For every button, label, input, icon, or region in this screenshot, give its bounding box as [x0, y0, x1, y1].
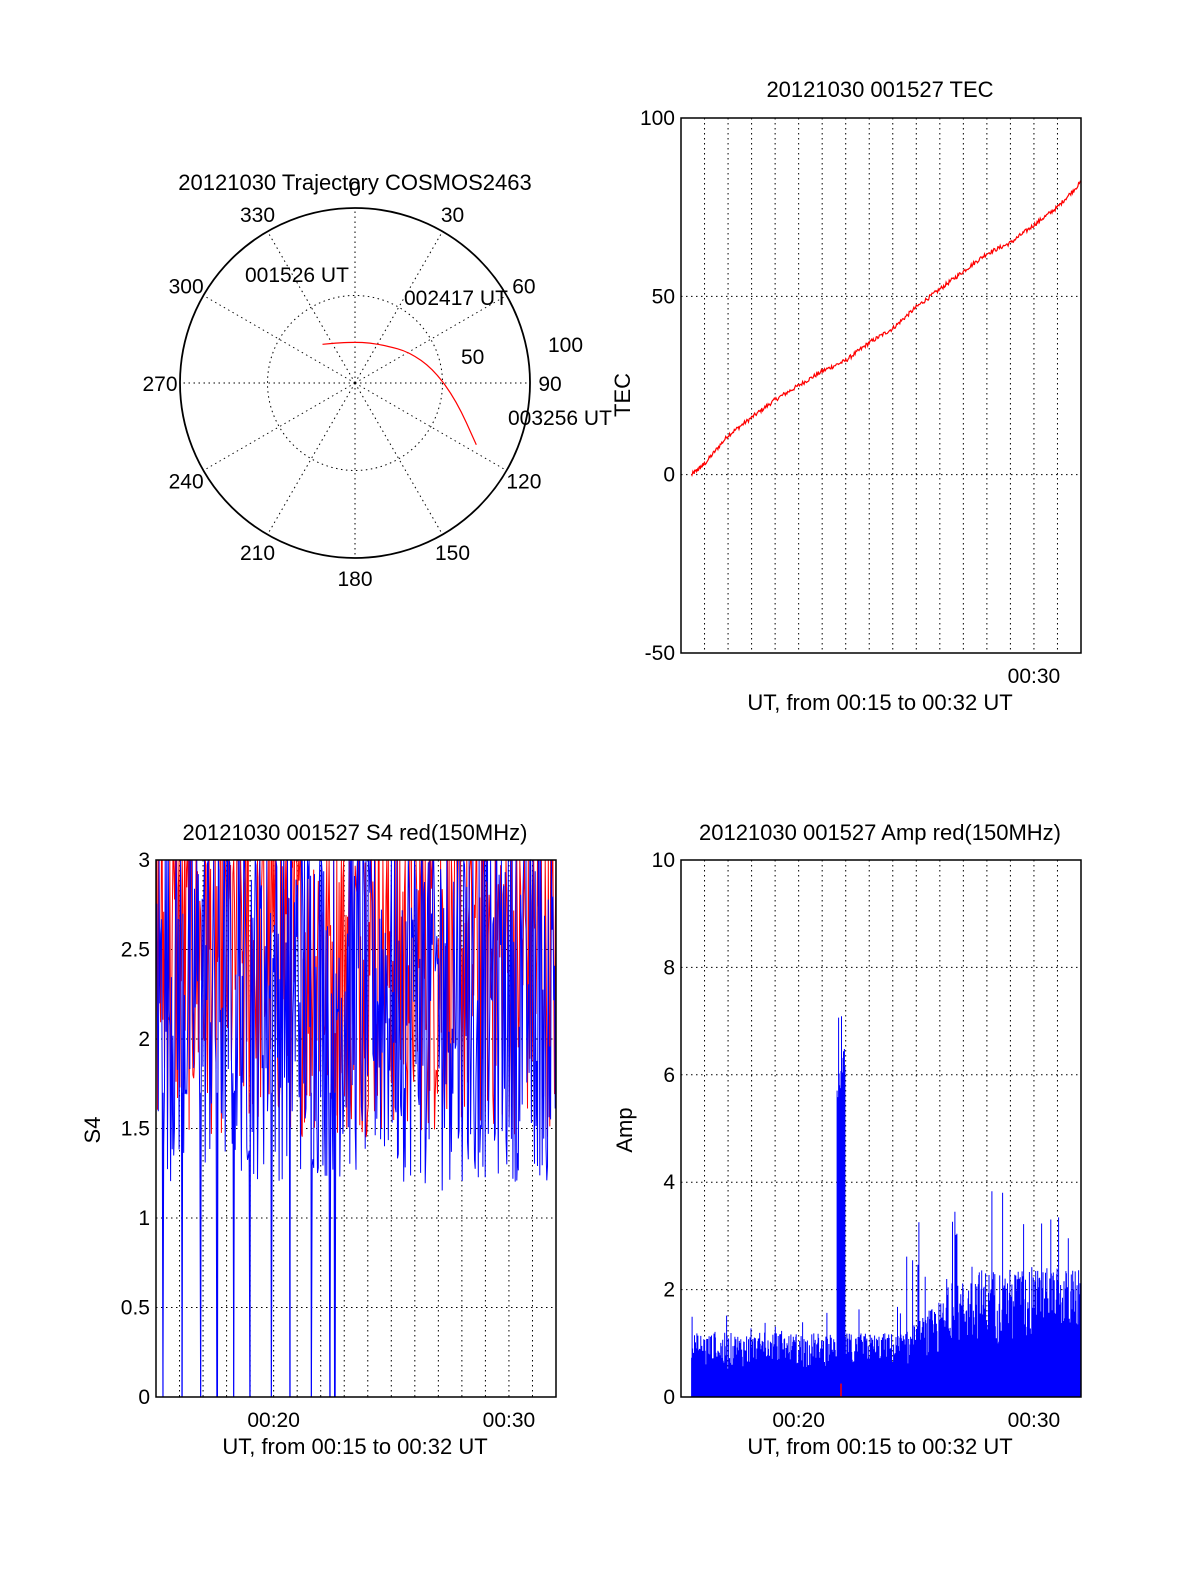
amp-title: 20121030 001527 Amp red(150MHz) [699, 820, 1061, 845]
track-mid-label: 002417 UT [404, 287, 508, 310]
s4-blue-series-line [155, 859, 557, 1398]
polar-spoke-300 [203, 295, 356, 384]
s4-xtick-label: 00:20 [247, 1409, 300, 1432]
azimuth-label-180: 180 [337, 568, 372, 591]
polar-spoke-30 [354, 231, 443, 384]
s4-y-axis-label: S4 [80, 1117, 105, 1144]
elevation-label-50: 50 [461, 346, 484, 369]
azimuth-label-300: 300 [169, 276, 204, 299]
s4-plot-frame [155, 859, 557, 1398]
track-end-label: 003256 UT [508, 407, 612, 430]
amp-ytick-label: 10 [652, 849, 675, 872]
s4-series [155, 859, 557, 1398]
polar-spoke-120 [354, 382, 507, 471]
amp-ytick-label: 0 [663, 1386, 675, 1409]
tec-x-axis-label: UT, from 00:15 to 00:32 UT [747, 690, 1012, 715]
azimuth-label-210: 210 [240, 542, 275, 565]
tec-ytick-label: -50 [645, 642, 675, 665]
amp-ytick-label: 8 [663, 956, 675, 979]
elevation-label-100: 100 [548, 334, 583, 357]
s4-title: 20121030 001527 S4 red(150MHz) [183, 820, 528, 845]
azimuth-label-90: 90 [538, 373, 561, 396]
tec-grid [681, 118, 1081, 653]
tec-title: 20121030 001527 TEC [766, 77, 993, 102]
amp-xtick-label: 00:20 [772, 1409, 825, 1432]
azimuth-label-0: 0 [349, 178, 361, 201]
amp-ytick-label: 6 [663, 1064, 675, 1087]
amp-x-axis-label: UT, from 00:15 to 00:32 UT [747, 1434, 1012, 1459]
amp-blue-series-bars [691, 1016, 1082, 1397]
azimuth-label-330: 330 [240, 204, 275, 227]
tec-y-axis-label: TEC [610, 373, 635, 417]
amp-x-tick-labels: 00:20 00:30 [772, 1409, 1060, 1432]
azimuth-label-60: 60 [512, 276, 535, 299]
s4-xtick-label: 00:30 [483, 1409, 536, 1432]
polar-mid-circle [267, 295, 443, 471]
azimuth-labels: 0 30 60 90 120 150 180 210 240 270 300 330 [142, 178, 561, 591]
amp-series [691, 1016, 1082, 1397]
tec-ytick-label: 100 [640, 107, 675, 130]
azimuth-label-30: 30 [441, 204, 464, 227]
amp-ytick-label: 2 [663, 1279, 675, 1302]
azimuth-label-240: 240 [169, 471, 204, 494]
s4-y-tick-labels: 3 2.5 2 1.5 1 0.5 0 [121, 849, 150, 1409]
trajectory-track [322, 341, 477, 446]
polar-grid [179, 207, 531, 559]
polar-spoke-60 [354, 295, 507, 384]
tec-plot-frame [680, 117, 1082, 654]
tec-ytick-label: 50 [652, 285, 675, 308]
tec-ytick-label: 0 [663, 464, 675, 487]
azimuth-label-270: 270 [142, 373, 177, 396]
s4-ytick-label: 1 [138, 1207, 150, 1230]
s4-ytick-label: 2 [138, 1028, 150, 1051]
polar-spoke-150 [354, 382, 443, 535]
polar-spoke-240 [203, 382, 356, 471]
tec-y-tick-labels: 100 50 0 -50 [640, 107, 675, 665]
s4-x-tick-labels: 00:20 00:30 [247, 1409, 535, 1432]
azimuth-label-120: 120 [506, 471, 541, 494]
polar-spoke-210 [267, 382, 356, 535]
s4-x-axis-label: UT, from 00:15 to 00:32 UT [222, 1434, 487, 1459]
amp-ytick-label: 4 [663, 1171, 675, 1194]
tec-xtick-label: 00:30 [1008, 665, 1061, 688]
tec-series-line [691, 180, 1082, 478]
amp-plot-frame [680, 859, 1082, 1398]
amp-y-axis-label: Amp [612, 1107, 637, 1152]
amp-grid [681, 860, 1081, 1397]
s4-ytick-label: 0.5 [121, 1297, 150, 1320]
s4-ytick-label: 1.5 [121, 1118, 150, 1141]
azimuth-label-150: 150 [435, 542, 470, 565]
amp-panel: 20121030 001527 Amp red(150MHz) 1086420 … [612, 820, 1082, 1459]
s4-ytick-label: 3 [138, 849, 150, 872]
tec-x-tick-labels: 00:30 [1008, 665, 1061, 688]
trajectory-title: 20121030 Trajectory COSMOS2463 [178, 170, 531, 195]
track-start-label: 001526 UT [245, 264, 349, 287]
amp-y-tick-labels: 10 8 6 4 2 0 [652, 849, 676, 1409]
polar-outer-circle [179, 207, 531, 559]
trajectory-polar-plot: 20121030 Trajectory COSMOS2463 0 30 60 90 12… [142, 170, 612, 591]
polar-spoke-330 [267, 231, 356, 384]
tec-panel: 20121030 001527 TEC 100 50 0 -50 00:30 UT, … [610, 77, 1082, 715]
s4-ytick-label: 2.5 [121, 939, 150, 962]
s4-ytick-label: 0 [138, 1386, 150, 1409]
amp-xtick-label: 00:30 [1008, 1409, 1061, 1432]
s4-panel: 20121030 001527 S4 red(150MHz) 3 2.5 2 1.5 1… [80, 820, 557, 1459]
